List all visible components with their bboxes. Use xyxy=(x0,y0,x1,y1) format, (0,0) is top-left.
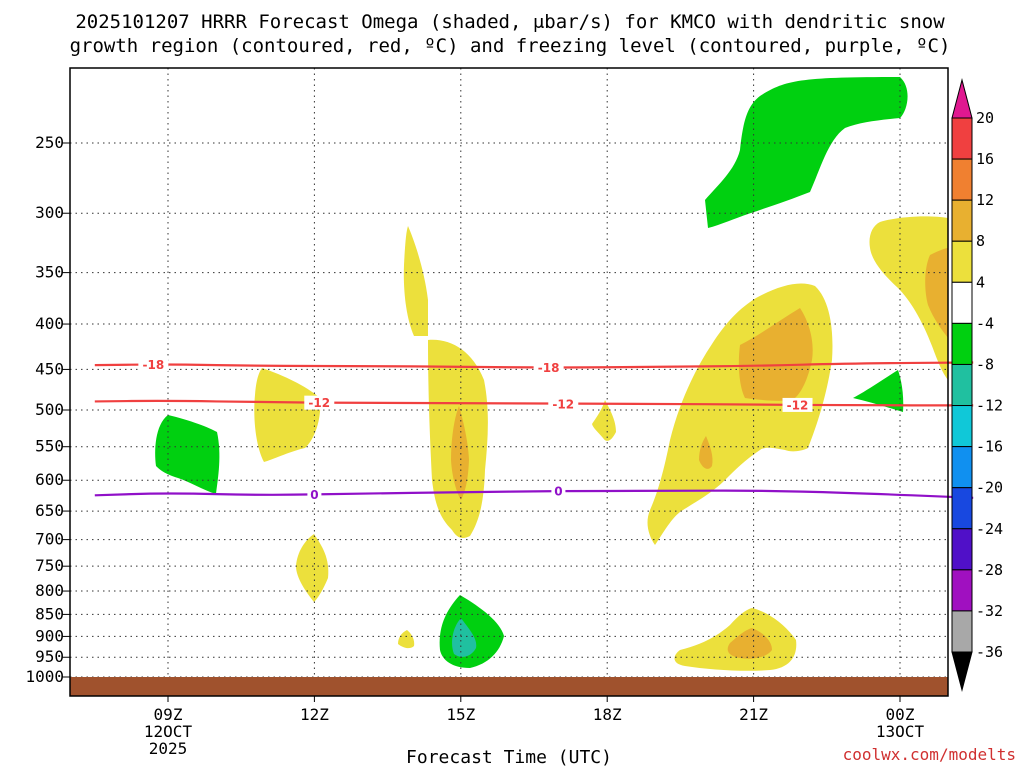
grid-lines xyxy=(70,68,948,696)
y-tick-label: 950 xyxy=(35,647,64,666)
x-tick-label: 15Z xyxy=(446,705,475,724)
colorbar-band xyxy=(951,117,973,160)
colorbar-label: -16 xyxy=(976,438,1003,456)
x-axis-title: Forecast Time (UTC) xyxy=(406,747,612,768)
y-tick-label: 800 xyxy=(35,581,64,600)
x-tick-label: 12OCT xyxy=(144,722,193,741)
x-tick-label: 18Z xyxy=(593,705,622,724)
colorbar-band xyxy=(951,240,973,283)
colorbar-band xyxy=(951,446,973,489)
colorbar-band xyxy=(951,322,973,365)
colorbar-label: -36 xyxy=(976,643,1003,661)
ground-surface xyxy=(70,677,948,696)
plot-area: -18 -18 -12 -12 -12 0 0 xyxy=(69,67,974,697)
colorbar-label: 12 xyxy=(976,191,994,209)
dendritic-bottom-label-bg xyxy=(304,395,335,410)
omega-region-green-upper xyxy=(705,77,908,228)
chart-title-line1: 2025101207 HRRR Forecast Omega (shaded, … xyxy=(75,11,945,33)
dendritic-bottom-label-bg xyxy=(548,396,579,411)
colorbar-bottom-triangle xyxy=(951,651,973,692)
colorbar-label: -32 xyxy=(976,602,1003,620)
dendritic-top-contour xyxy=(94,361,974,369)
omega-region-orange-21z-low xyxy=(727,628,772,659)
y-tick-label: 300 xyxy=(35,203,64,222)
freezing-level-contour xyxy=(94,489,974,499)
y-tick-label: 250 xyxy=(35,133,64,152)
omega-region-orange-15z-core xyxy=(451,406,469,500)
colorbar-label: -12 xyxy=(976,397,1003,415)
dendritic-bottom-label: -12 xyxy=(308,396,330,410)
x-tick-label: 00Z xyxy=(886,705,915,724)
omega-region-yellow-14z-blob xyxy=(398,630,415,649)
dendritic-bottom-contour xyxy=(94,399,974,407)
dendritic-top-label: -18 xyxy=(538,361,560,375)
x-tick-label: 2025 xyxy=(149,739,188,758)
contour-lines: -18 -18 -12 -12 -12 0 0 xyxy=(94,357,974,502)
omega-region-orange-right xyxy=(925,248,948,338)
freezing-level-label: 0 xyxy=(554,484,562,498)
y-tick-label: 700 xyxy=(35,530,64,549)
y-tick-label: 850 xyxy=(35,604,64,623)
y-tick-label: 500 xyxy=(35,400,64,419)
colorbar-label: 8 xyxy=(976,232,985,250)
colorbar-top-triangle xyxy=(951,78,973,119)
y-tick-label: 750 xyxy=(35,556,64,575)
y-tick-label: 900 xyxy=(35,626,64,645)
y-tick-label: 650 xyxy=(35,501,64,520)
omega-region-orange-20z-small xyxy=(699,436,713,469)
omega-shading xyxy=(155,77,948,671)
x-tick-label: 21Z xyxy=(739,705,768,724)
colorbar-label: -8 xyxy=(976,355,994,373)
omega-region-yellow-right-top xyxy=(869,216,948,380)
y-tick-label: 1000 xyxy=(25,667,64,686)
omega-region-teal-15z-core xyxy=(452,618,477,657)
omega-region-orange-21z xyxy=(738,308,813,401)
dendritic-top-label-bg xyxy=(138,357,169,372)
colorbar-label: -20 xyxy=(976,479,1003,497)
colorbar-label: 16 xyxy=(976,150,994,168)
dendritic-bottom-label-bg xyxy=(782,397,813,412)
freezing-level-label-bg xyxy=(307,487,322,502)
x-tick-label: 09Z xyxy=(154,705,183,724)
colorbar-band xyxy=(951,363,973,407)
y-tick-label: 550 xyxy=(35,437,64,456)
colorbar-band xyxy=(951,487,973,530)
omega-region-yellow-left-upper xyxy=(254,368,321,462)
y-tick-label: 350 xyxy=(35,263,64,282)
colorbar-label: 4 xyxy=(976,273,985,291)
chart-title-line2: growth region (contoured, red, ºC) and f… xyxy=(70,35,951,57)
dendritic-bottom-label: -12 xyxy=(552,397,574,411)
dendritic-top-label-bg xyxy=(533,360,564,375)
colorbar-band xyxy=(951,405,973,448)
colorbar: 20 16 12 8 4 -4 -8 -12 -16 -20 -24 -28 -32 -36 xyxy=(951,78,1003,692)
x-tick-label: 13OCT xyxy=(876,722,925,741)
colorbar-band xyxy=(951,158,973,201)
freezing-level-label: 0 xyxy=(310,488,318,502)
colorbar-label: -24 xyxy=(976,520,1003,538)
colorbar-band xyxy=(951,281,973,324)
dendritic-bottom-label: -12 xyxy=(787,398,809,412)
y-tick-label: 450 xyxy=(35,359,64,378)
omega-region-green-right xyxy=(853,370,904,412)
colorbar-label: -4 xyxy=(976,314,994,332)
freezing-level-label-bg xyxy=(551,483,566,498)
colorbar-label: 20 xyxy=(976,109,994,127)
omega-region-green-left xyxy=(155,415,220,494)
omega-region-yellow-12z xyxy=(296,534,329,602)
y-tick-label: 400 xyxy=(35,314,64,333)
colorbar-band xyxy=(951,569,973,612)
colorbar-band xyxy=(951,610,973,653)
colorbar-label: -28 xyxy=(976,561,1003,579)
plot-frame xyxy=(69,67,949,697)
omega-region-yellow-14z-spike xyxy=(403,226,428,336)
y-tick-label: 600 xyxy=(35,470,64,489)
colorbar-band xyxy=(951,528,973,571)
colorbar-band xyxy=(951,199,973,242)
x-tick-label: 12Z xyxy=(300,705,329,724)
dendritic-top-label: -18 xyxy=(143,358,165,372)
y-axis: 250 300 350 400 450 500 550 600 650 700 750 800 850 9… xyxy=(25,133,70,686)
credit-link[interactable]: coolwx.com/modelts xyxy=(843,745,1016,764)
